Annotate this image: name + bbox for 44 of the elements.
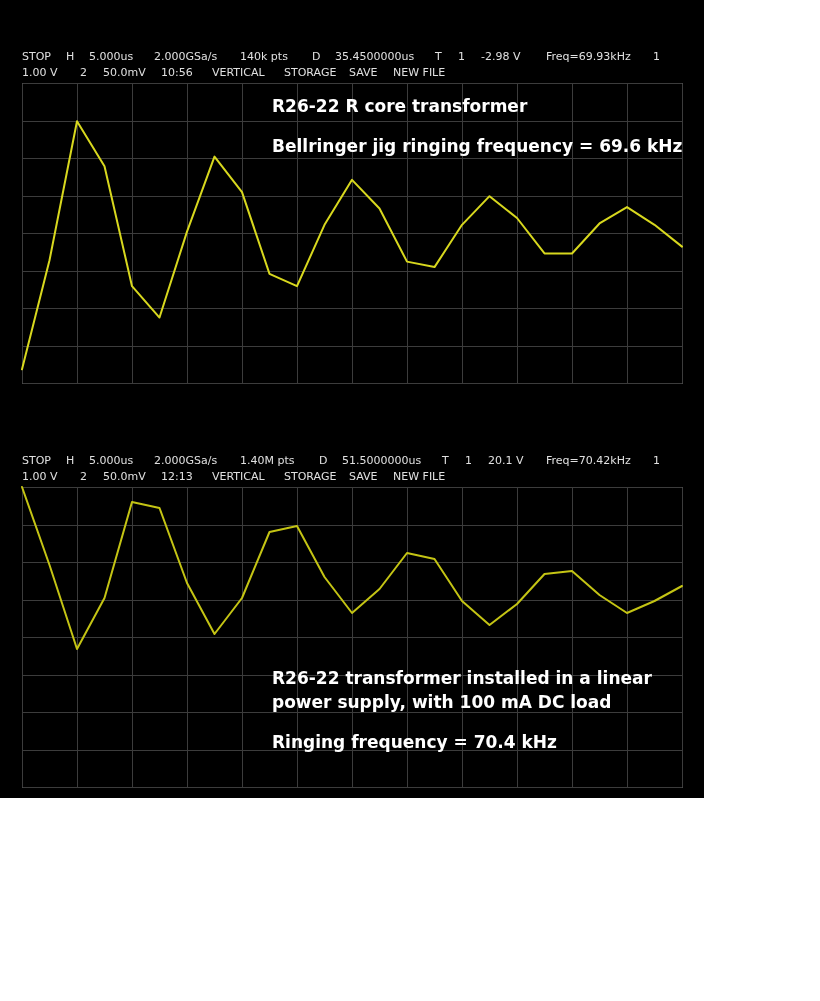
text: STORAGE — [284, 470, 337, 483]
text: 5.000us — [89, 454, 134, 467]
text: 2 — [80, 470, 87, 483]
text: VERTICAL — [212, 470, 266, 483]
text: D — [319, 454, 328, 467]
chart-title: R26-22 R core transformer — [272, 96, 528, 116]
text: STORAGE — [284, 66, 337, 79]
text: H — [66, 50, 75, 63]
text: 50.0mV — [103, 470, 147, 483]
text: 1.00 V — [22, 66, 58, 79]
text: Freq=70.42kHz — [546, 454, 631, 467]
text: 1 — [465, 454, 472, 467]
text: 12:13 — [161, 470, 193, 483]
text: H — [66, 454, 75, 467]
text: NEW FILE — [393, 66, 446, 79]
text: 10:56 — [161, 66, 193, 79]
text: 2.000GSa/s — [154, 454, 218, 467]
text: 2.000GSa/s — [154, 50, 218, 63]
text: Ringing frequency = 70.4 kHz — [272, 732, 558, 752]
text: Freq=69.93kHz — [546, 50, 631, 63]
text: 1 — [653, 454, 660, 467]
text: 140k pts — [240, 50, 289, 63]
text: SAVE — [349, 470, 378, 483]
text: D — [312, 50, 321, 63]
text: NEW FILE — [393, 470, 446, 483]
text: T — [434, 50, 442, 63]
text: 1 — [458, 50, 465, 63]
text: 1 — [653, 50, 660, 63]
text: Bellringer jig ringing frequency = 69.6 kHz — [272, 136, 683, 156]
text: 1.00 V — [22, 470, 58, 483]
text: 20.1 V — [488, 454, 524, 467]
text: 50.0mV — [103, 66, 147, 79]
text: STOP — [22, 454, 52, 467]
text: 5.000us — [89, 50, 134, 63]
text: STOP — [22, 50, 52, 63]
text: 2 — [80, 66, 87, 79]
text: 1.40M pts — [240, 454, 295, 467]
text: -2.98 V — [481, 50, 521, 63]
text: 51.5000000us — [342, 454, 422, 467]
text: T — [441, 454, 449, 467]
text: VERTICAL — [212, 66, 266, 79]
text: 35.4500000us — [335, 50, 415, 63]
text: SAVE — [349, 66, 378, 79]
text: R26-22 transformer installed in a linear power supply, with 100 mA DC load — [272, 668, 653, 712]
